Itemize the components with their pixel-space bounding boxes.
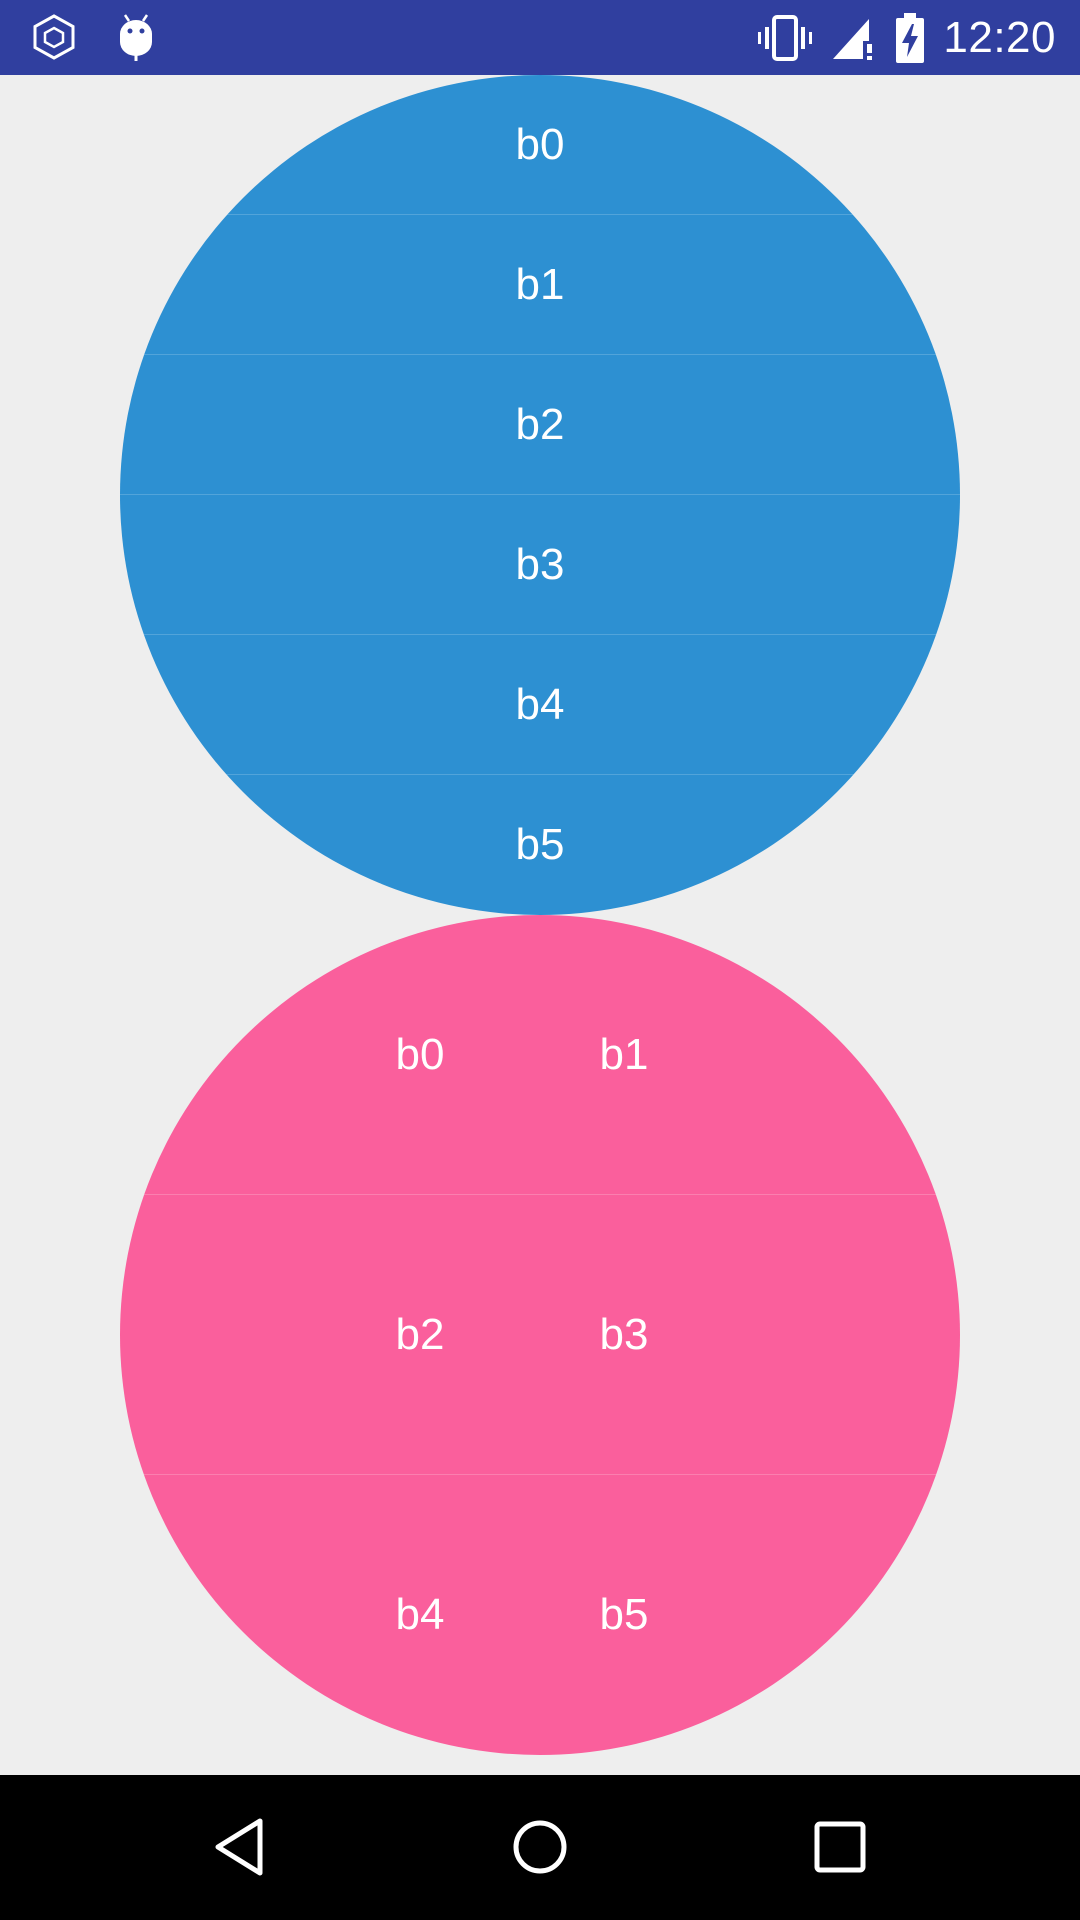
button-label: b3 (515, 539, 565, 589)
hexagon-notification-icon (33, 14, 75, 60)
back-icon (215, 1818, 263, 1876)
button-label: b1 (599, 1029, 649, 1079)
button-label: b0 (395, 1029, 445, 1079)
blue-button-b2[interactable]: b2 (120, 355, 960, 495)
pink-button-b5[interactable]: b5 (554, 1475, 694, 1755)
button-label: b5 (515, 820, 565, 869)
signal-icon (833, 19, 873, 60)
blue-button-b5[interactable]: b5 (120, 775, 960, 915)
android-debug-icon (120, 14, 152, 61)
pink-button-b3[interactable]: b3 (554, 1195, 694, 1474)
blue-button-b4[interactable]: b4 (120, 635, 960, 775)
pink-row-1: b0 b1 (120, 915, 960, 1195)
button-label: b0 (515, 119, 565, 169)
recents-icon (814, 1821, 866, 1873)
button-label: b4 (395, 1590, 445, 1639)
home-button[interactable] (490, 1797, 590, 1897)
status-bar: 12:20 (0, 0, 1080, 75)
battery-charging-icon (896, 13, 925, 63)
status-right-icons: 12:20 (757, 10, 1056, 66)
navigation-bar (0, 1775, 1080, 1920)
pink-button-b1[interactable]: b1 (554, 915, 694, 1194)
status-left-icons (30, 12, 156, 62)
button-label: b3 (599, 1309, 649, 1359)
button-label: b1 (515, 259, 565, 309)
status-clock: 12:20 (943, 13, 1056, 62)
button-label: b2 (395, 1309, 445, 1359)
pink-button-b0[interactable]: b0 (350, 915, 490, 1194)
pink-row-3: b4 b5 (120, 1475, 960, 1755)
back-button[interactable] (190, 1797, 290, 1897)
blue-circle-layout: b0 b1 b2 b3 b4 b5 (120, 75, 960, 915)
pink-circle-layout: b0 b1 b2 b3 b4 b5 (120, 915, 960, 1755)
button-label: b2 (515, 399, 565, 449)
pink-row-2: b2 b3 (120, 1195, 960, 1475)
home-icon (513, 1820, 567, 1874)
pink-button-b2[interactable]: b2 (350, 1195, 490, 1474)
blue-button-b3[interactable]: b3 (120, 495, 960, 635)
pink-button-b4[interactable]: b4 (350, 1475, 490, 1755)
button-label: b5 (599, 1590, 649, 1639)
recents-button[interactable] (790, 1797, 890, 1897)
button-label: b4 (515, 679, 565, 729)
blue-button-b0[interactable]: b0 (120, 75, 960, 215)
blue-button-b1[interactable]: b1 (120, 215, 960, 355)
vibrate-icon (758, 15, 813, 61)
